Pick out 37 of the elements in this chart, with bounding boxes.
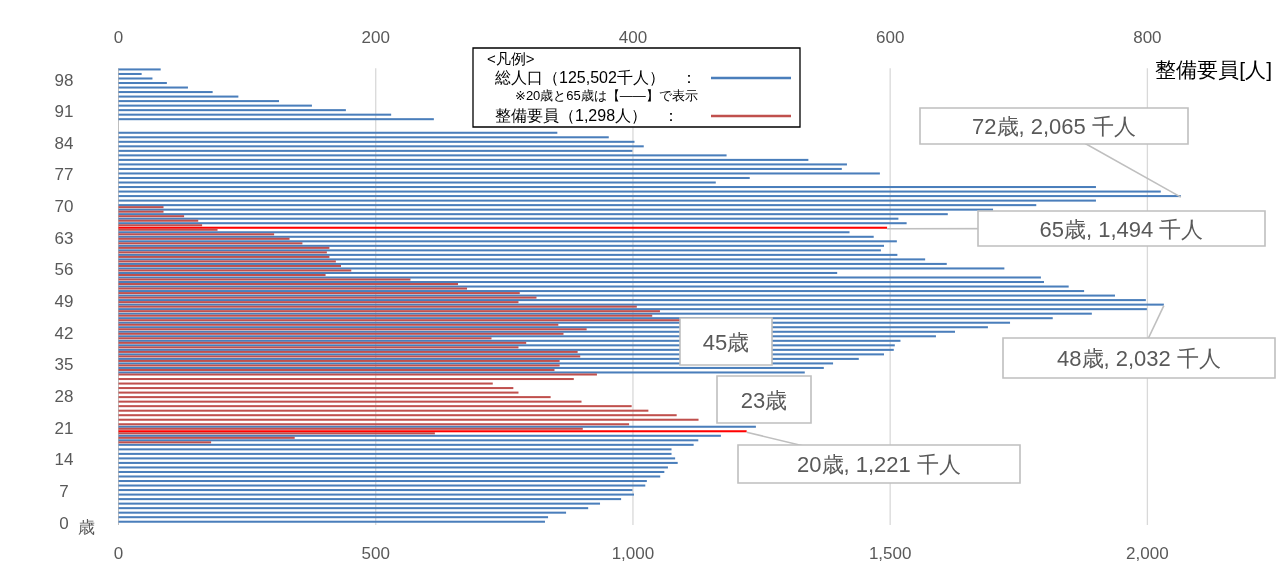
y-tick-label: 56 [54, 260, 74, 280]
y-tick-label: 35 [54, 355, 74, 375]
y-tick-label: 7 [59, 482, 69, 502]
legend-label: 整備要員（1,298人） ： [495, 107, 680, 124]
x-tick-label: 1,000 [611, 544, 655, 563]
x-tick-label: 500 [361, 544, 390, 563]
y-tick-label: 98 [54, 70, 74, 90]
y-tick-label: 63 [54, 228, 74, 248]
y-axis-title: 歳 [77, 518, 95, 537]
annotation: ※20歳と65歳は【――】で表示 [515, 88, 698, 103]
legend-title: <凡例> [487, 50, 535, 67]
x-tick-label: 2,000 [1126, 544, 1169, 563]
y-tick-label: 21 [54, 418, 74, 438]
annotation: 20歳, 1,221 千人 [797, 452, 961, 477]
x2-axis-title: 整備要員[人] [1155, 58, 1272, 81]
y-tick-label: 0 [59, 513, 69, 533]
x2-tick-label: 800 [1133, 28, 1162, 47]
annotation: 23歳 [740, 387, 788, 413]
y-tick-label: 49 [54, 292, 74, 312]
y-tick-label: 28 [54, 387, 74, 407]
y-tick-label: 77 [54, 165, 74, 185]
y-tick-label: 14 [54, 450, 74, 470]
y-tick-label: 42 [54, 323, 74, 343]
x2-tick-label: 0 [113, 28, 124, 47]
annotation: 65歳, 1,494 千人 [1039, 216, 1204, 242]
x-tick-label: 1,500 [868, 544, 912, 563]
y-tick-label: 70 [54, 197, 74, 217]
legend-label: 総人口（125,502千人） ： [494, 69, 697, 86]
annotation: 72歳, 2,065 千人 [972, 114, 1136, 139]
x2-tick-label: 400 [618, 28, 648, 47]
x2-tick-label: 600 [875, 28, 905, 47]
x2-tick-label: 200 [361, 28, 390, 47]
x-tick-label: 0 [113, 544, 124, 563]
y-tick-label: 91 [54, 102, 74, 122]
annotation: 45歳 [702, 329, 750, 355]
y-tick-label: 84 [54, 133, 74, 153]
annotation: 48歳, 2,032 千人 [1057, 346, 1221, 371]
